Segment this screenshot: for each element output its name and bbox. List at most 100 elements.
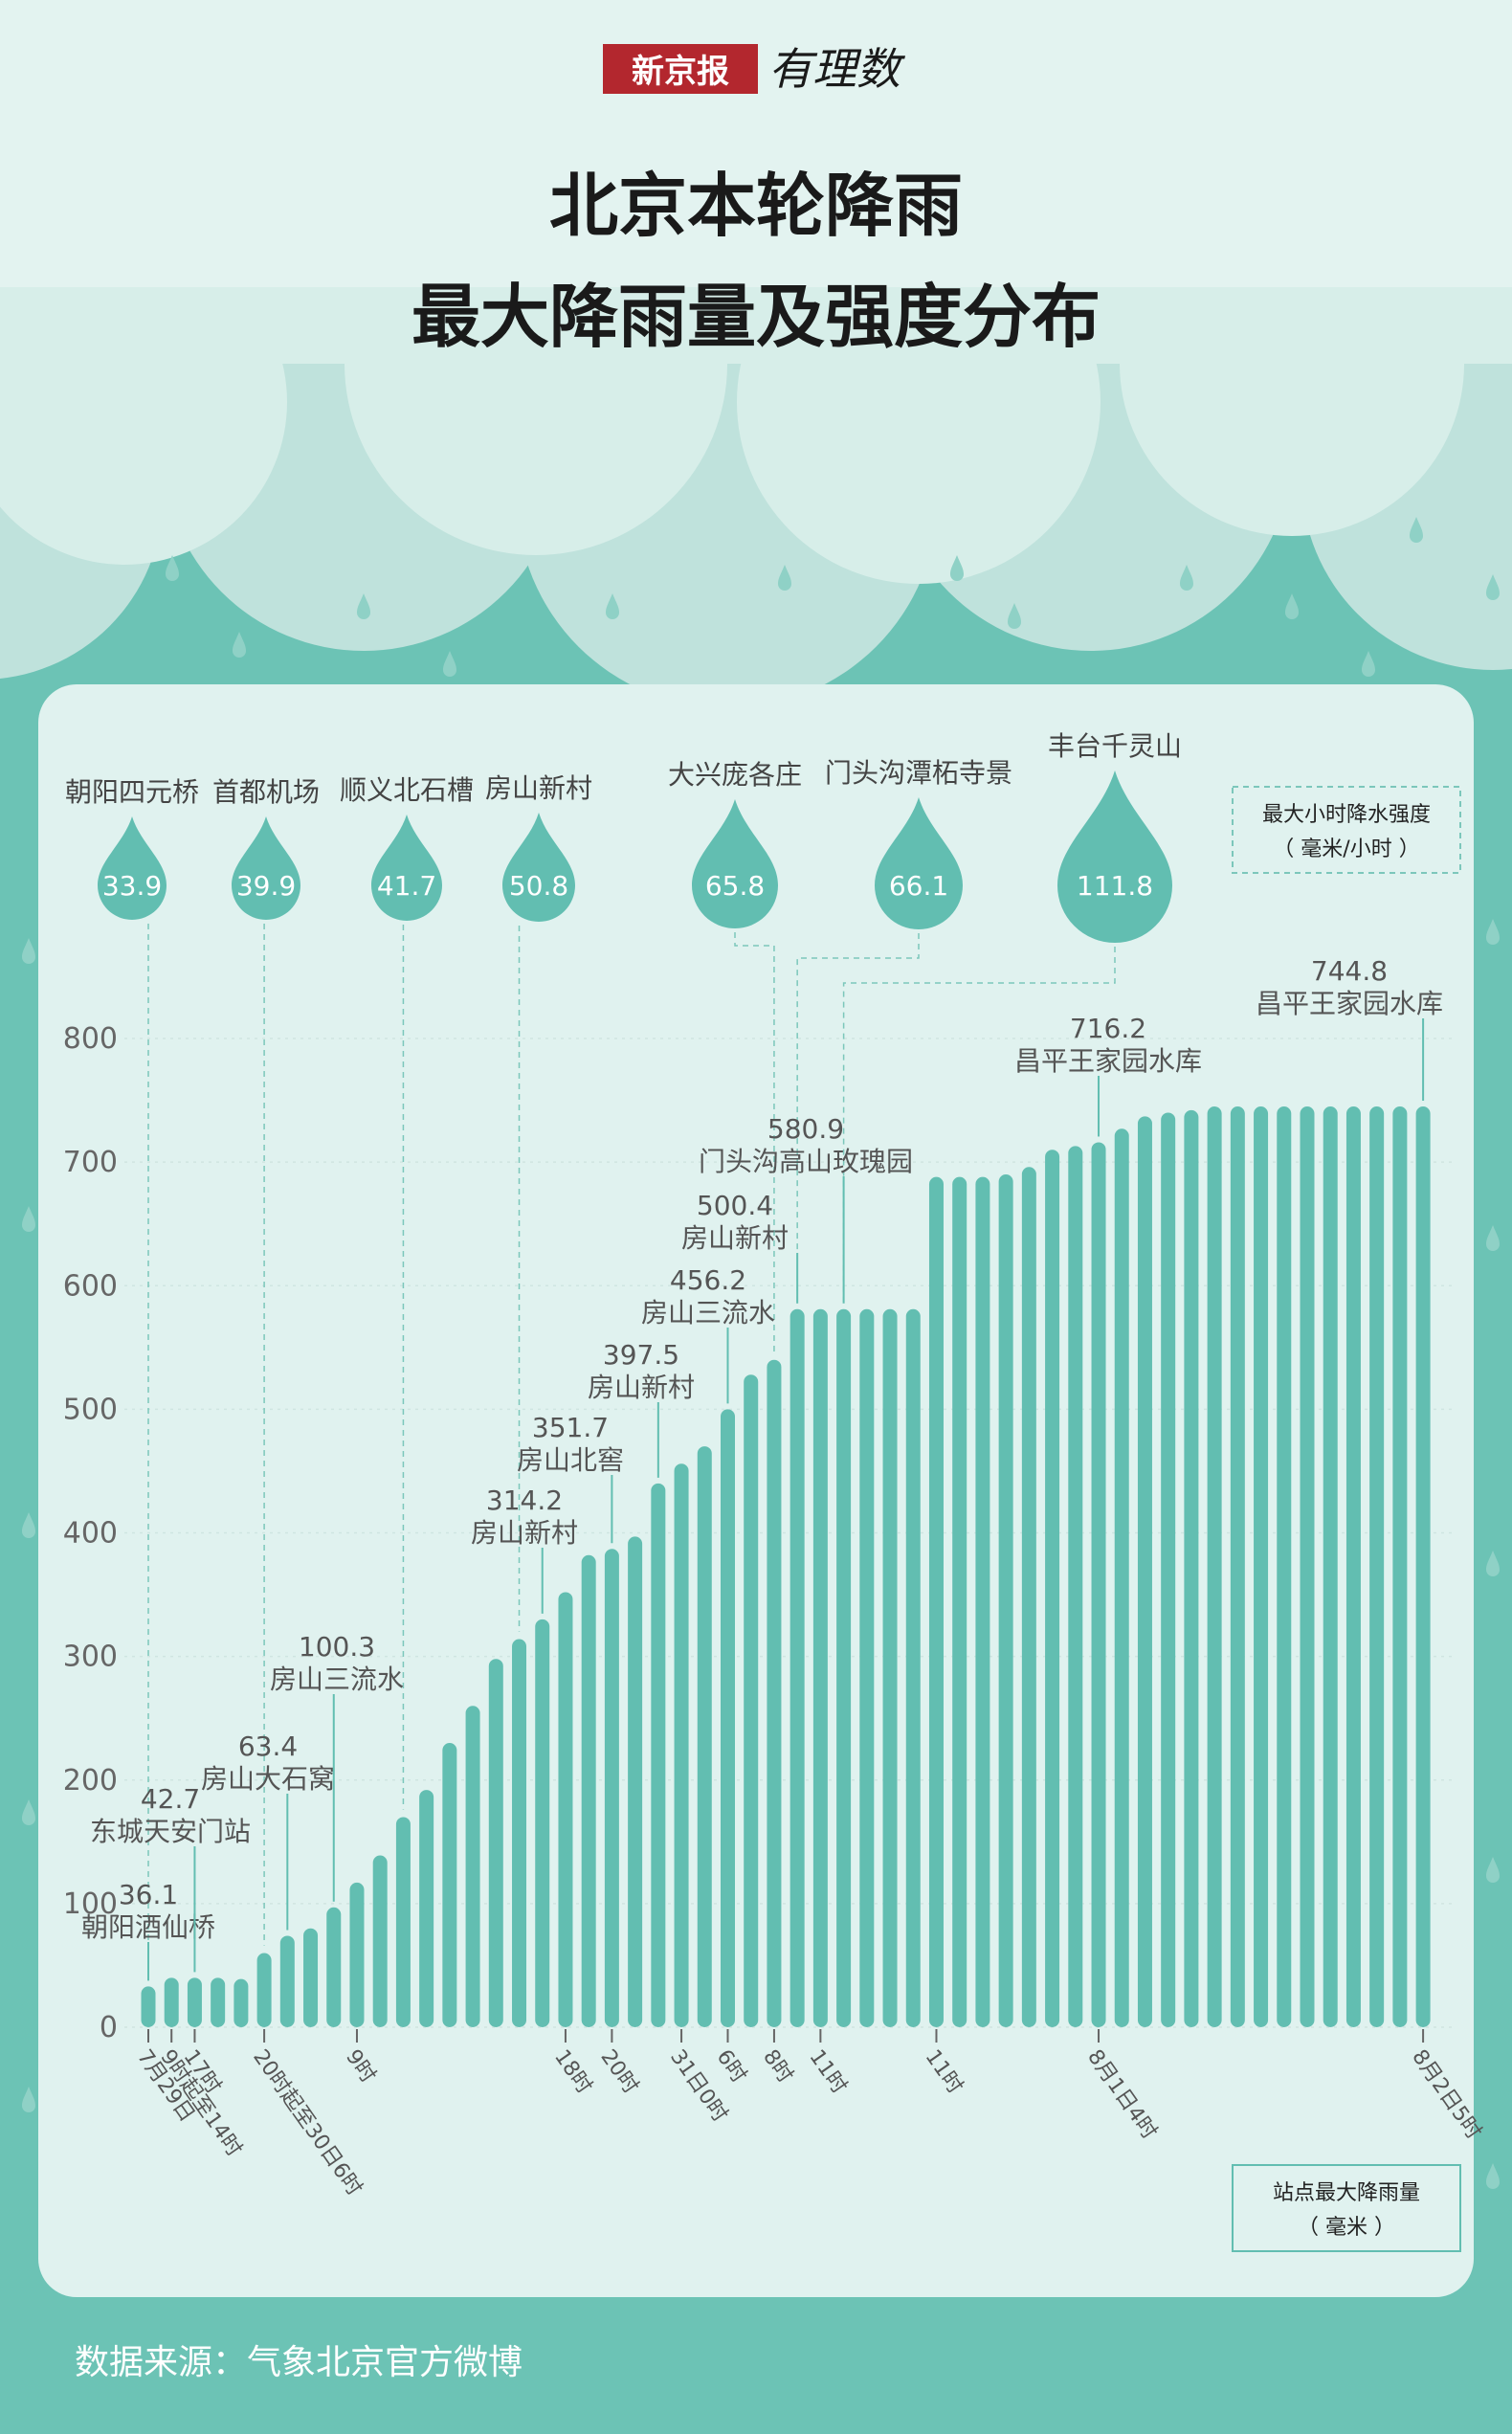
y-tick-label: 600: [63, 1269, 118, 1303]
annotation-value: 716.2: [1070, 1013, 1146, 1044]
annotation-station: 房山三流水: [270, 1664, 404, 1695]
bar: [744, 1374, 759, 2027]
annotation-value: 456.2: [670, 1264, 746, 1296]
intensity-drop: [502, 813, 575, 922]
intensity-station: 朝阳四元桥: [65, 776, 199, 808]
intensity-drops: 33.9 朝阳四元桥 39.9 首都机场 41.7 顺义北石槽 50.8 房山新村 65.8 大兴…: [65, 730, 1182, 943]
intensity-drop: [692, 799, 778, 928]
bar: [1091, 1142, 1106, 2027]
y-axis: 0 100 200 300 400 500 600 700 800: [63, 1022, 118, 2044]
intensity-value: 33.9: [102, 870, 162, 902]
decor-raindrop: [357, 593, 370, 619]
bar: [882, 1308, 898, 2027]
annotation-station: 房山新村: [471, 1517, 578, 1549]
title-line-2: 最大降雨量及强度分布: [411, 277, 1101, 357]
leader-lines: [147, 924, 1116, 1979]
y-tick-label: 0: [100, 2011, 118, 2044]
bar: [697, 1446, 712, 2027]
bar: [558, 1592, 573, 2027]
bar: [581, 1554, 596, 2027]
bar: [928, 1176, 944, 2027]
bar: [721, 1409, 735, 2027]
intensity-leader: [734, 932, 775, 1352]
intensity-value: 50.8: [509, 870, 568, 902]
decor-raindrop: [1486, 1857, 1500, 1883]
intensity-drop: [875, 797, 963, 929]
bar: [303, 1928, 319, 2027]
y-tick-label: 500: [63, 1393, 118, 1426]
bar: [465, 1706, 480, 2027]
y-tick-label: 800: [63, 1022, 118, 1056]
bar: [604, 1549, 619, 2027]
bar: [326, 1907, 342, 2027]
bar: [419, 1790, 434, 2027]
annotation-station: 房山北窖: [517, 1444, 624, 1476]
y-tick-label: 400: [63, 1517, 118, 1551]
annotation-value: 744.8: [1311, 955, 1388, 987]
intensity-legend: 最大小时降水强度 （ 毫米/小时 ）: [1232, 786, 1461, 874]
intensity-legend-line1: 最大小时降水强度: [1262, 803, 1431, 827]
bar: [1114, 1128, 1129, 2027]
bar: [1277, 1106, 1292, 2027]
intensity-value: 66.1: [889, 870, 948, 902]
annotation-station: 房山大石窝: [201, 1763, 335, 1795]
intensity-station: 首都机场: [212, 776, 320, 808]
y-tick-label: 100: [63, 1887, 118, 1921]
decor-raindrop: [22, 2087, 35, 2112]
y-tick-label: 700: [63, 1146, 118, 1179]
rainfall-legend-line2: （ 毫米 ）: [1298, 2216, 1395, 2240]
annotation-station: 房山三流水: [641, 1297, 775, 1329]
bar: [488, 1659, 503, 2027]
bar: [1254, 1106, 1269, 2027]
bars: [141, 1106, 1431, 2027]
annotation-value: 63.4: [238, 1731, 298, 1762]
bar: [1184, 1109, 1199, 2027]
intensity-drop: [232, 816, 300, 920]
intensity-station: 房山新村: [485, 772, 592, 804]
bar: [674, 1463, 689, 2027]
decor-raindrop: [443, 651, 456, 677]
intensity-drop: [1057, 770, 1172, 943]
annotation-station: 门头沟高山玫瑰园: [699, 1146, 913, 1177]
rainfall-legend-line1: 站点最大降雨量: [1273, 2181, 1420, 2205]
bar: [1415, 1106, 1431, 2027]
bar: [1369, 1106, 1385, 2027]
bar: [998, 1174, 1013, 2027]
decor-raindrop: [778, 565, 791, 591]
bar: [256, 1953, 272, 2027]
intensity-station: 丰台千灵山: [1048, 730, 1182, 762]
title-line-1: 北京本轮降雨: [549, 166, 963, 246]
bar: [1068, 1146, 1083, 2027]
decor-raindrop: [1486, 2163, 1500, 2189]
decor-raindrop: [606, 593, 619, 619]
bar: [1345, 1106, 1361, 2027]
intensity-drop: [98, 816, 167, 920]
bar: [859, 1308, 875, 2027]
bar: [372, 1855, 388, 2027]
annotation-value: 580.9: [767, 1113, 844, 1145]
decor-raindrop: [1362, 651, 1375, 677]
bar: [952, 1176, 967, 2027]
y-tick-label: 200: [63, 1764, 118, 1798]
intensity-legend-line2: （ 毫米/小时 ）: [1273, 837, 1419, 861]
bar: [535, 1619, 550, 2027]
annotation-station: 东城天安门站: [90, 1816, 251, 1847]
decor-raindrop: [22, 1799, 35, 1825]
decor-raindrop: [1486, 1551, 1500, 1576]
annotation-value: 36.1: [119, 1879, 178, 1910]
bar: [905, 1308, 921, 2027]
annotation-value: 314.2: [486, 1485, 563, 1516]
bar: [628, 1536, 643, 2027]
bar: [279, 1935, 295, 2027]
annotation-station: 房山新村: [588, 1372, 695, 1403]
bar: [187, 1977, 202, 2027]
intensity-drop: [371, 815, 442, 921]
bar: [442, 1743, 457, 2027]
decor-raindrop: [1410, 517, 1423, 543]
decor-raindrop: [1008, 603, 1021, 629]
intensity-value: 41.7: [377, 870, 436, 902]
decor-raindrop: [950, 555, 964, 581]
annotation-value: 500.4: [697, 1190, 773, 1221]
bar: [395, 1817, 411, 2027]
